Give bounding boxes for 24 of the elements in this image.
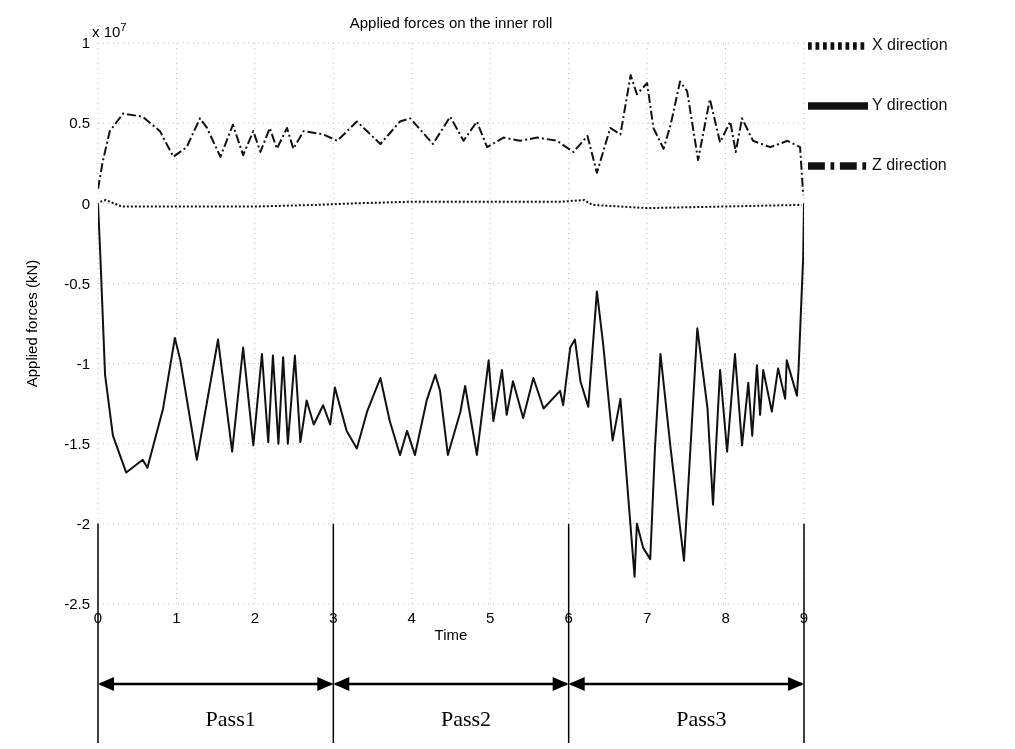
x-tick-label: 7 (642, 608, 652, 626)
legend-label: Y direction (872, 96, 948, 114)
y-axis-title: Applied forces (kN) (23, 259, 41, 388)
y-tick-label: -0.5 (64, 274, 90, 292)
y-tick-label: -2.5 (64, 595, 90, 613)
y-tick-label: -2 (76, 515, 90, 533)
x-tick-label: 2 (250, 608, 260, 626)
text: Pass3 (676, 706, 727, 731)
text: Pass2 (440, 706, 492, 731)
y-tick-label: 1 (81, 34, 90, 52)
y-tick-label: -1.5 (64, 435, 90, 453)
y-tick-label: -1 (76, 354, 90, 372)
x-tick-label: 4 (407, 608, 416, 626)
y-tick-label: 0 (81, 194, 90, 212)
x-tick-label: 8 (721, 608, 730, 626)
text: x 10$^{7}$ (92, 21, 127, 40)
y-tick-label: 0.5 (69, 114, 90, 132)
x-tick-label: 5 (486, 608, 495, 626)
text: Pass1 (205, 706, 256, 731)
x-tick-label: 1 (172, 608, 181, 626)
chart-title: Applied forces on the inner roll (349, 14, 553, 31)
legend-label: Z direction (872, 156, 947, 174)
legend-label: X direction (872, 36, 948, 54)
x-axis-title: Time (434, 626, 468, 643)
